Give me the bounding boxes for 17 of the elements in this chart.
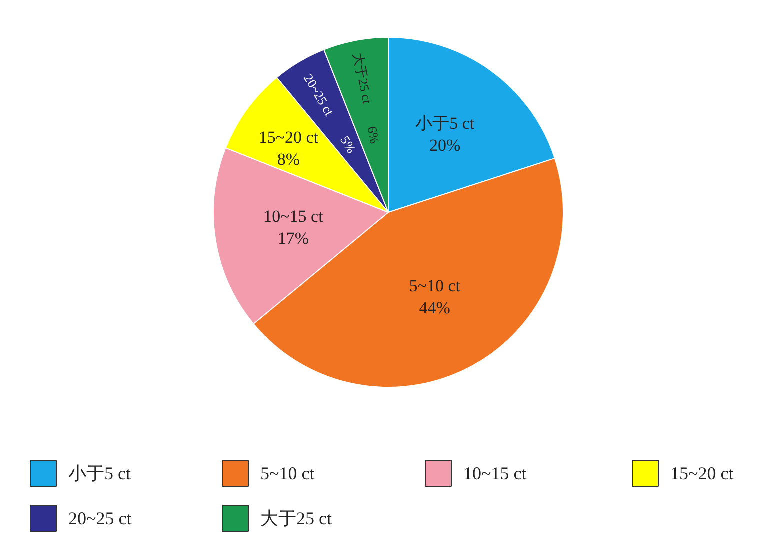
legend-label: 15~20 ct bbox=[670, 464, 734, 484]
data-label: 17% bbox=[278, 229, 310, 248]
legend-label: 大于25 ct bbox=[260, 508, 332, 528]
slice-label: 15~20 ct bbox=[258, 128, 319, 148]
slice-label: 5~10 ct bbox=[409, 276, 461, 296]
data-label: 44% bbox=[419, 298, 450, 318]
legend-label: 20~25 ct bbox=[68, 508, 132, 528]
slice-label: 大于25 ct bbox=[350, 52, 376, 106]
slice-label: 小于5 ct bbox=[416, 114, 475, 134]
legend-label: 10~15 ct bbox=[464, 464, 527, 484]
data-label: 8% bbox=[277, 150, 300, 170]
data-label: 5% bbox=[338, 133, 360, 156]
legend-label: 5~10 ct bbox=[260, 464, 315, 484]
slice-label: 10~15 ct bbox=[264, 207, 324, 226]
data-label: 20% bbox=[429, 136, 461, 156]
legend-label: 小于5 ct bbox=[68, 464, 131, 484]
data-label: 6% bbox=[364, 125, 383, 146]
